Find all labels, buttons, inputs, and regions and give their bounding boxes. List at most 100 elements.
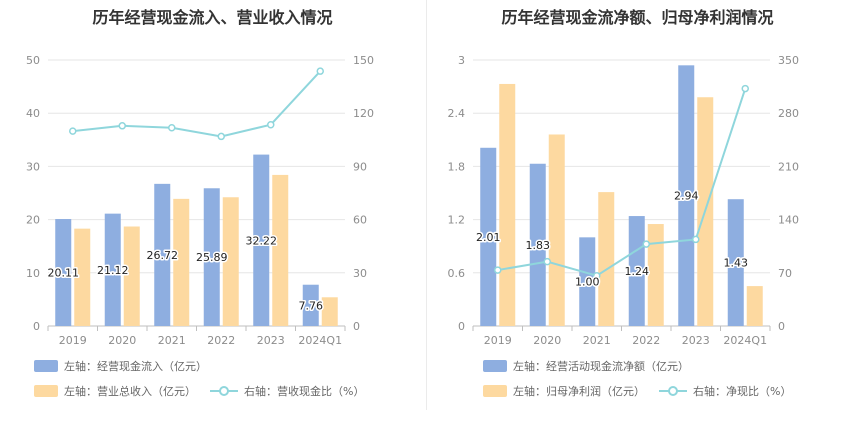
chart-title: 历年经营现金流净额、归母净利润情况	[501, 8, 774, 27]
y-right-tick-label: 0	[353, 320, 360, 333]
legend-label: 左轴：经营活动现金流净额（亿元）	[513, 360, 689, 373]
legend-item[interactable]: 左轴：经营活动现金流净额（亿元）	[483, 358, 689, 374]
y-left-tick-label: 30	[26, 160, 40, 173]
bar-data-label: 1.43	[724, 257, 749, 270]
bar-primary	[480, 147, 497, 326]
legend-label: 右轴：净现比（%）	[693, 385, 792, 398]
line-point	[593, 271, 601, 280]
x-tick-label: 2019	[59, 334, 87, 347]
bar-data-label: 20.11	[48, 267, 80, 280]
legend-label: 左轴：经营现金流入（亿元）	[64, 360, 207, 373]
bar-data-label: 1.00	[575, 276, 600, 289]
legend-label: 左轴：营业总收入（亿元）	[64, 385, 196, 398]
bar-secondary	[598, 192, 615, 326]
x-tick-label: 2023	[682, 334, 710, 347]
legend-swatch	[483, 385, 507, 397]
bar-primary	[628, 216, 645, 326]
legend-item[interactable]: 右轴：营收现金比（%）	[210, 383, 364, 399]
y-left-tick-label: 10	[26, 267, 40, 280]
bar-secondary	[647, 224, 664, 326]
y-left-tick-label: 50	[26, 54, 40, 67]
legend-item[interactable]: 右轴：净现比（%）	[659, 383, 791, 399]
line-point	[543, 257, 551, 266]
bar-secondary	[321, 297, 338, 326]
bar-primary	[727, 199, 744, 326]
line-point	[642, 240, 650, 248]
bar-secondary	[123, 226, 140, 326]
bar-secondary	[272, 174, 289, 326]
x-tick-label: 2022	[632, 334, 660, 347]
x-tick-label: 2021	[158, 334, 186, 347]
bar-data-label: 2.94	[674, 190, 699, 203]
y-right-tick-label: 210	[778, 160, 799, 173]
line-point	[316, 67, 324, 75]
bar-secondary	[746, 286, 763, 326]
y-right-tick-label: 90	[353, 160, 367, 173]
line-point	[692, 235, 700, 244]
legend-swatch	[483, 360, 507, 372]
bar-primary	[104, 213, 121, 326]
chart-svg: 0 0 0.6 70 1.2 140 1.8 210 2.4 280 3 350 2019 2020 202…	[448, 54, 800, 347]
bar-secondary	[173, 198, 190, 326]
legend-label: 左轴：归母净利润（亿元）	[513, 385, 645, 398]
x-tick-label: 2024Q1	[723, 334, 767, 347]
bar-data-label: 1.24	[625, 265, 650, 278]
y-right-tick-label: 0	[778, 320, 785, 333]
bar-data-label: 25.89	[196, 251, 228, 264]
bar-primary	[55, 219, 72, 326]
legend-item[interactable]: 左轴：经营现金流入（亿元）	[34, 358, 207, 374]
y-left-tick-label: 0	[33, 320, 40, 333]
bar-primary	[302, 284, 319, 326]
legend-row-1: 左轴：经营现金流入（亿元）	[34, 358, 221, 374]
bar-primary	[203, 188, 220, 326]
bar-secondary	[499, 83, 516, 326]
bar-primary	[579, 237, 596, 326]
y-left-tick-label: 1.2	[448, 214, 466, 227]
y-left-tick-label: 20	[26, 214, 40, 227]
line-point	[494, 266, 502, 274]
chart-panel-left: 历年经营现金流入、营业收入情况 0 0 10 30 20 60 30 90 40 120 50 150…	[26, 8, 374, 399]
x-tick-label: 2020	[533, 334, 561, 347]
y-right-tick-label: 280	[778, 107, 799, 120]
legend-item[interactable]: 左轴：归母净利润（亿元）	[483, 383, 645, 399]
legend-swatch	[34, 360, 58, 372]
chart-title: 历年经营现金流入、营业收入情况	[92, 8, 333, 27]
legend-swatch	[34, 385, 58, 397]
y-left-tick-label: 40	[26, 107, 40, 120]
y-left-tick-label: 0	[458, 320, 465, 333]
series-line	[72, 70, 321, 138]
legend-item[interactable]: 左轴：营业总收入（亿元）	[34, 383, 196, 399]
x-tick-label: 2023	[257, 334, 285, 347]
bar-data-label: 2.01	[476, 231, 501, 244]
y-right-tick-label: 60	[353, 214, 367, 227]
y-left-tick-label: 1.8	[448, 160, 466, 173]
bar-data-label: 1.83	[526, 239, 551, 252]
panel-divider	[426, 0, 427, 410]
y-right-tick-label: 30	[353, 267, 367, 280]
y-left-tick-label: 3	[458, 54, 465, 67]
chart-svg: 0 0 10 30 20 60 30 90 40 120 50 150 2019 2020 2021 2022…	[26, 54, 374, 347]
bar-primary	[253, 154, 270, 326]
bar-primary	[678, 65, 695, 326]
line-point	[267, 120, 275, 129]
bar-primary	[154, 183, 171, 326]
bar-data-label: 26.72	[147, 249, 179, 262]
line-point	[168, 123, 176, 132]
x-tick-label: 2020	[108, 334, 136, 347]
legend-row-2: 左轴：归母净利润（亿元） 右轴：净现比（%）	[483, 383, 805, 399]
x-tick-label: 2022	[207, 334, 235, 347]
y-right-tick-label: 350	[778, 54, 799, 67]
bar-secondary	[222, 197, 239, 326]
legend-row-1: 左轴：经营活动现金流净额（亿元）	[483, 358, 703, 374]
x-tick-label: 2024Q1	[298, 334, 342, 347]
legend-label: 右轴：营收现金比（%）	[244, 385, 365, 398]
x-tick-label: 2021	[583, 334, 611, 347]
legend-line-swatch	[659, 385, 687, 397]
legend-line-swatch	[210, 385, 238, 397]
x-tick-label: 2019	[484, 334, 512, 347]
bar-data-label: 32.22	[246, 234, 278, 247]
series-line	[497, 88, 747, 277]
chart-panel-right: 历年经营现金流净额、归母净利润情况 0 0 0.6 70 1.2 140 1.8 210 2.4…	[425, 0, 850, 437]
y-left-tick-label: 2.4	[448, 107, 466, 120]
bar-data-label: 7.76	[299, 299, 324, 312]
